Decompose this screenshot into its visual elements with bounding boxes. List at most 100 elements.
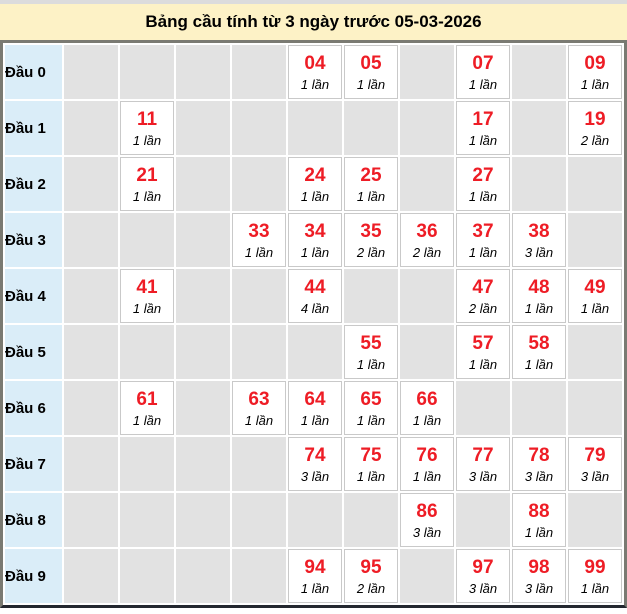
empty-cell xyxy=(120,45,174,99)
table-row: Đầu 8 86 3 lần 88 1 lần xyxy=(5,493,622,547)
number-value: 35 xyxy=(360,220,382,242)
number-value: 33 xyxy=(248,220,270,242)
row-label: Đầu 1 xyxy=(5,101,62,155)
empty-cell xyxy=(176,157,230,211)
empty-cell xyxy=(176,493,230,547)
empty-cell xyxy=(64,493,118,547)
empty-cell xyxy=(344,101,398,155)
number-cell: 44 4 lần xyxy=(288,269,342,323)
number-count: 1 lần xyxy=(412,412,442,428)
number-count: 1 lần xyxy=(300,412,330,428)
number-count: 1 lần xyxy=(524,524,554,540)
number-cell: 57 1 lần xyxy=(456,325,510,379)
number-count: 1 lần xyxy=(132,300,162,316)
empty-cell xyxy=(120,325,174,379)
number-value: 78 xyxy=(528,444,550,466)
number-value: 63 xyxy=(248,388,270,410)
number-cell: 98 3 lần xyxy=(512,549,566,603)
number-count: 1 lần xyxy=(356,468,386,484)
number-value: 38 xyxy=(528,220,550,242)
empty-cell xyxy=(512,45,566,99)
number-value: 65 xyxy=(360,388,382,410)
number-cell: 94 1 lần xyxy=(288,549,342,603)
empty-cell xyxy=(568,381,622,435)
number-count: 1 lần xyxy=(468,76,498,92)
number-count: 1 lần xyxy=(468,132,498,148)
empty-cell xyxy=(232,45,286,99)
empty-cell xyxy=(232,269,286,323)
empty-cell xyxy=(232,325,286,379)
number-cell: 55 1 lần xyxy=(344,325,398,379)
empty-cell xyxy=(456,381,510,435)
number-value: 37 xyxy=(472,220,494,242)
number-count: 3 lần xyxy=(300,468,330,484)
number-cell: 86 3 lần xyxy=(400,493,454,547)
number-cell: 77 3 lần xyxy=(456,437,510,491)
table-row: Đầu 5 55 1 lần 57 1 lần 58 1 lần xyxy=(5,325,622,379)
number-cell: 63 1 lần xyxy=(232,381,286,435)
empty-cell xyxy=(512,157,566,211)
number-cell: 25 1 lần xyxy=(344,157,398,211)
number-cell: 79 3 lần xyxy=(568,437,622,491)
number-value: 95 xyxy=(360,556,382,578)
number-cell: 75 1 lần xyxy=(344,437,398,491)
number-cell: 09 1 lần xyxy=(568,45,622,99)
number-value: 61 xyxy=(136,388,158,410)
number-count: 4 lần xyxy=(300,300,330,316)
empty-cell xyxy=(176,101,230,155)
table-row: Đầu 7 74 3 lần 75 1 lần 76 1 lần 77 3 lần 78 3 lần… xyxy=(5,437,622,491)
number-value: 49 xyxy=(584,276,606,298)
number-cell: 41 1 lần xyxy=(120,269,174,323)
row-label: Đầu 0 xyxy=(5,45,62,99)
number-count: 1 lần xyxy=(580,300,610,316)
number-cell: 97 3 lần xyxy=(456,549,510,603)
number-value: 11 xyxy=(136,108,158,130)
number-value: 88 xyxy=(528,500,550,522)
number-value: 75 xyxy=(360,444,382,466)
table-row: Đầu 4 41 1 lần 44 4 lần 47 2 lần 48 1 lần 49 1 lần xyxy=(5,269,622,323)
number-cell: 36 2 lần xyxy=(400,213,454,267)
number-value: 27 xyxy=(472,164,494,186)
number-count: 1 lần xyxy=(356,356,386,372)
number-count: 3 lần xyxy=(524,468,554,484)
number-value: 25 xyxy=(360,164,382,186)
number-count: 3 lần xyxy=(468,580,498,596)
row-label: Đầu 8 xyxy=(5,493,62,547)
number-count: 2 lần xyxy=(356,244,386,260)
row-label: Đầu 6 xyxy=(5,381,62,435)
number-count: 1 lần xyxy=(132,132,162,148)
empty-cell xyxy=(64,381,118,435)
empty-cell xyxy=(120,437,174,491)
empty-cell xyxy=(568,493,622,547)
number-cell: 65 1 lần xyxy=(344,381,398,435)
number-cell: 37 1 lần xyxy=(456,213,510,267)
number-value: 36 xyxy=(416,220,438,242)
empty-cell xyxy=(232,549,286,603)
number-cell: 04 1 lần xyxy=(288,45,342,99)
number-count: 1 lần xyxy=(580,580,610,596)
number-value: 99 xyxy=(584,556,606,578)
number-cell: 99 1 lần xyxy=(568,549,622,603)
number-count: 1 lần xyxy=(468,244,498,260)
table-row: Đầu 1 11 1 lần 17 1 lần 19 2 lần xyxy=(5,101,622,155)
empty-cell xyxy=(232,157,286,211)
empty-cell xyxy=(176,437,230,491)
empty-cell xyxy=(64,325,118,379)
empty-cell xyxy=(344,493,398,547)
table-row: Đầu 6 61 1 lần 63 1 lần 64 1 lần 65 1 lần 66 1 lần xyxy=(5,381,622,435)
number-value: 09 xyxy=(584,52,606,74)
empty-cell xyxy=(456,493,510,547)
number-value: 24 xyxy=(304,164,326,186)
empty-cell xyxy=(176,45,230,99)
number-cell: 64 1 lần xyxy=(288,381,342,435)
empty-cell xyxy=(64,213,118,267)
number-value: 57 xyxy=(472,332,494,354)
empty-cell xyxy=(568,325,622,379)
number-value: 58 xyxy=(528,332,550,354)
top-strip xyxy=(0,0,627,4)
number-count: 2 lần xyxy=(356,580,386,596)
empty-cell xyxy=(64,437,118,491)
number-count: 2 lần xyxy=(580,132,610,148)
empty-cell xyxy=(176,325,230,379)
number-cell: 19 2 lần xyxy=(568,101,622,155)
